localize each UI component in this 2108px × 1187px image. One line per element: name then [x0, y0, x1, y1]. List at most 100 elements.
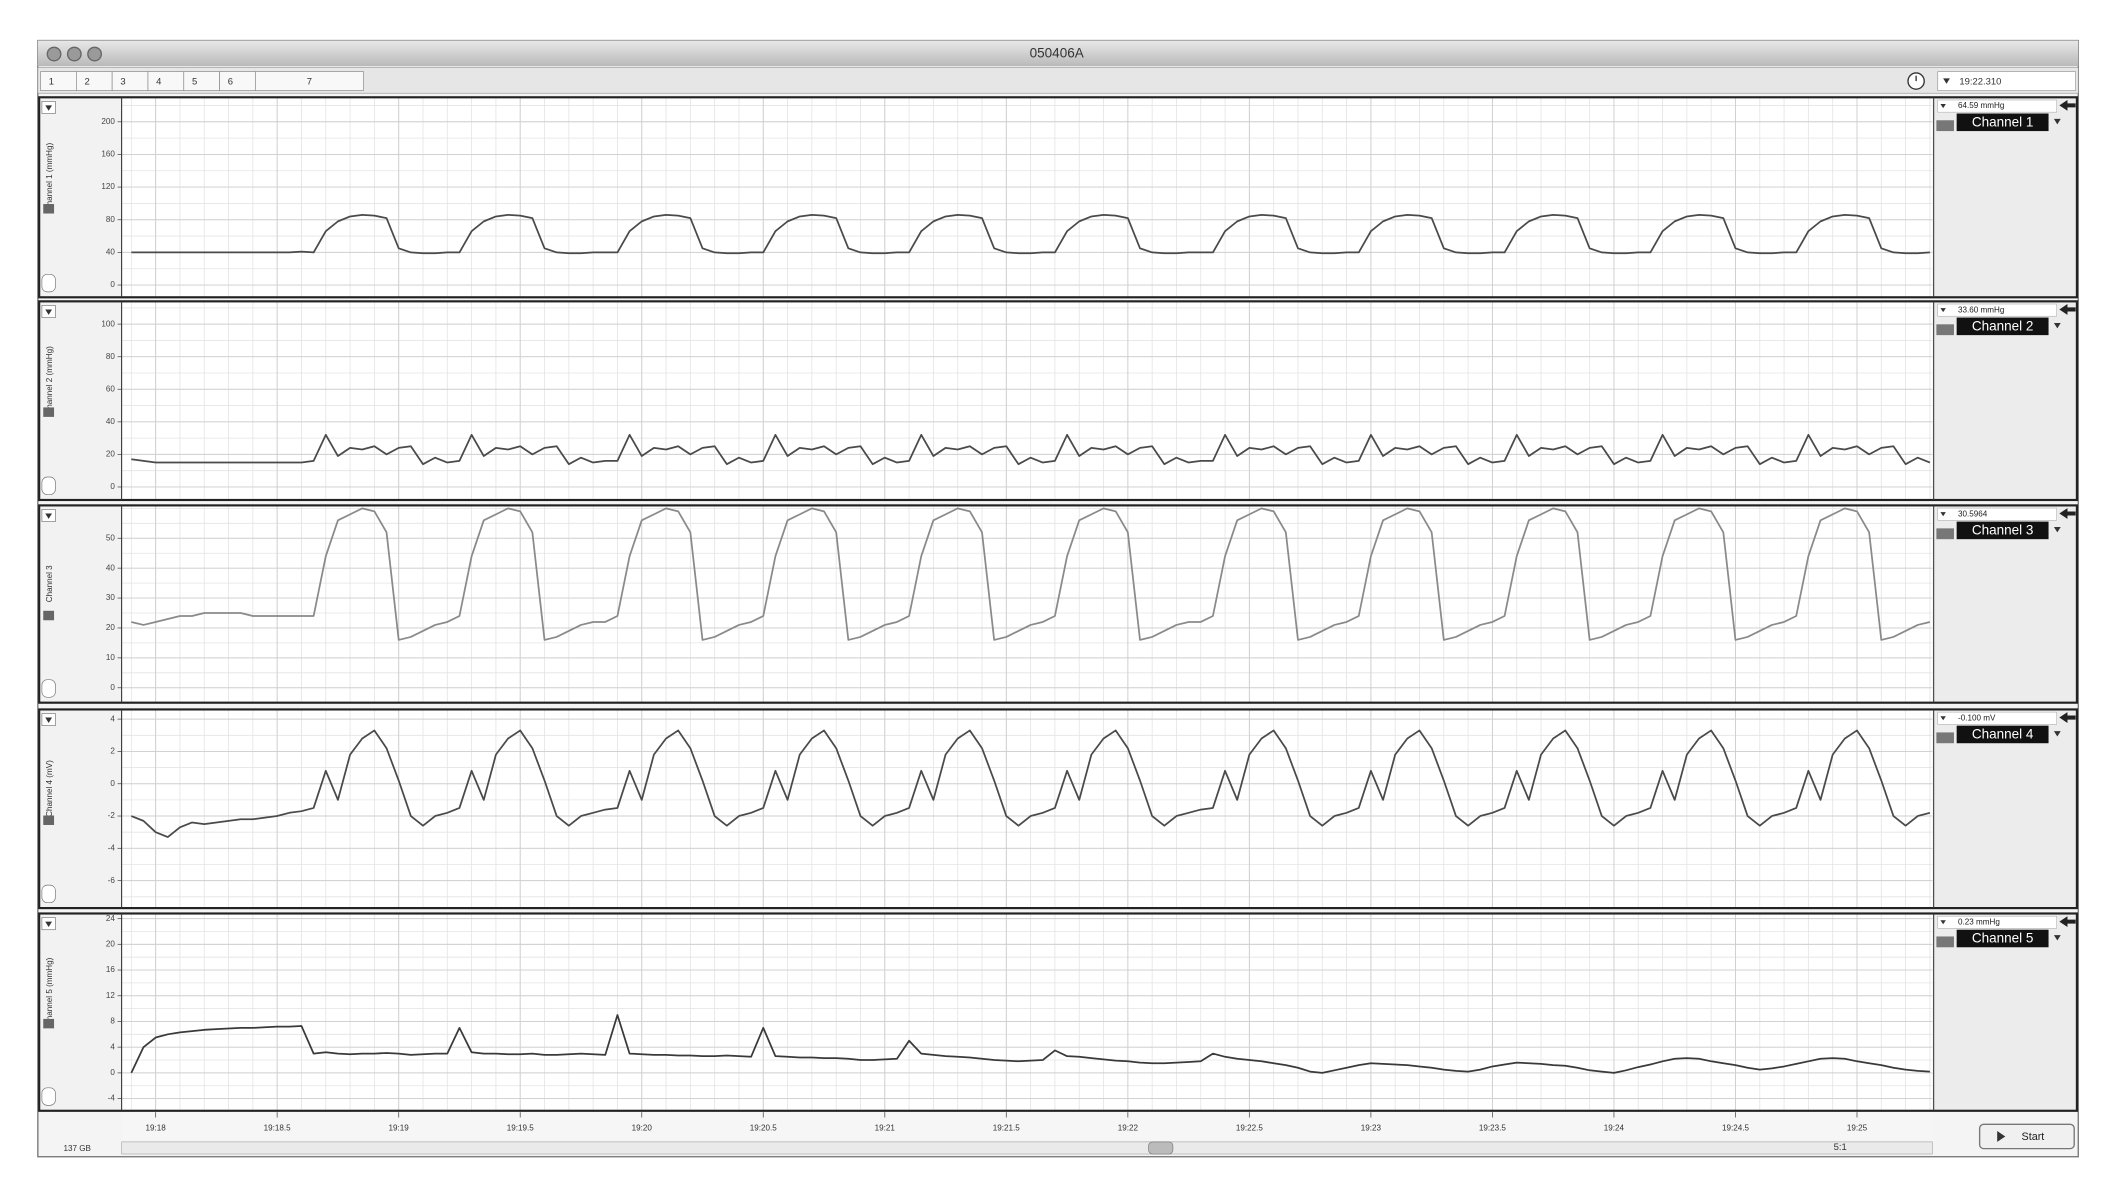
- channel-title[interactable]: Channel 5: [1972, 931, 2034, 946]
- channel-title[interactable]: Channel 4: [1972, 727, 2034, 742]
- channel-color-bar: [1936, 732, 1954, 744]
- y-tick-label: 200: [101, 117, 115, 126]
- plot-area: [121, 97, 1933, 298]
- trace: [131, 507, 1931, 641]
- y-tick-label: 50: [106, 533, 116, 542]
- tab[interactable]: [40, 71, 77, 91]
- tab-label[interactable]: 6: [228, 76, 233, 87]
- channel-title-bg[interactable]: [1956, 725, 2049, 744]
- channel-title-bg[interactable]: [1956, 113, 2049, 132]
- channel-menu-arrow[interactable]: [2053, 527, 2061, 533]
- tab[interactable]: [183, 71, 220, 91]
- x-tick-label: 19:20.5: [750, 1123, 778, 1132]
- readout-box: [1937, 711, 2057, 725]
- y-tick-label: -4: [108, 843, 116, 852]
- tab-label[interactable]: 2: [85, 76, 90, 87]
- readout-value: 33.60 mmHg: [1958, 305, 2004, 314]
- toolbar: [37, 67, 2079, 94]
- start-label[interactable]: Start: [2022, 1131, 2045, 1143]
- tab-label[interactable]: 7: [307, 76, 312, 87]
- scroll-thumb[interactable]: [1148, 1141, 1174, 1155]
- readout-arrow[interactable]: [1940, 308, 1946, 313]
- channel-title[interactable]: Channel 3: [1972, 523, 2034, 538]
- readout-arrow[interactable]: [1940, 716, 1946, 721]
- start-icon: [1997, 1131, 2006, 1142]
- tab[interactable]: [147, 71, 185, 91]
- cursor-time: 19:22.310: [1959, 76, 2001, 87]
- channel-title[interactable]: Channel 1: [1972, 115, 2034, 130]
- channel-title[interactable]: Channel 2: [1972, 319, 2034, 334]
- tab[interactable]: [76, 71, 113, 91]
- scale-stepper[interactable]: [41, 273, 56, 293]
- channel-color-bar: [1936, 324, 1954, 336]
- start-button[interactable]: [1978, 1123, 2075, 1150]
- readout-box: [1937, 915, 2057, 929]
- scrollbar[interactable]: [121, 1141, 1933, 1155]
- tab-label[interactable]: 1: [49, 76, 54, 87]
- x-tick-label: 19:23.5: [1479, 1123, 1507, 1132]
- channel-title-bg[interactable]: [1956, 521, 2049, 540]
- readout-arrow[interactable]: [1940, 512, 1946, 517]
- scale-menu-arrow: [45, 513, 53, 519]
- tab-label[interactable]: 3: [120, 76, 125, 87]
- x-tick-label: 19:23: [1361, 1123, 1382, 1132]
- tab[interactable]: [255, 71, 364, 91]
- scale-stepper[interactable]: [41, 884, 56, 904]
- channel-menu-arrow[interactable]: [2053, 322, 2061, 329]
- plot-area: [121, 709, 1933, 909]
- tab[interactable]: [219, 71, 256, 91]
- scale-menu-arrow: [45, 921, 53, 928]
- channel-title-bg[interactable]: [1956, 317, 2049, 336]
- scale-stepper[interactable]: [41, 679, 56, 698]
- time-box: [1937, 71, 2076, 91]
- y-tick-label: 40: [106, 248, 116, 257]
- x-tick-label: 19:18: [146, 1123, 167, 1132]
- y-tick-label: -6: [108, 876, 116, 885]
- scroll-arrow-icon[interactable]: [2059, 712, 2076, 723]
- scroll-arrow-icon[interactable]: [2059, 99, 2076, 111]
- zoom-button[interactable]: [87, 46, 103, 62]
- tab[interactable]: [111, 71, 149, 91]
- y-tick-label: 160: [101, 150, 115, 159]
- readout-box: [1937, 99, 2057, 113]
- channel-menu-arrow[interactable]: [2053, 118, 2061, 125]
- channel-menu-arrow[interactable]: [2053, 935, 2061, 941]
- x-tick-label: 19:25: [1847, 1123, 1868, 1132]
- minimize-button[interactable]: [66, 46, 82, 62]
- x-tick-label: 19:22: [1118, 1123, 1139, 1132]
- y-tick-label: 40: [106, 563, 116, 572]
- readout-value: 0.23 mmHg: [1958, 917, 2000, 926]
- channel-menu-arrow[interactable]: [2053, 731, 2061, 737]
- y-tick-label: 4: [110, 714, 115, 723]
- x-tick-label: 19:24.5: [1722, 1123, 1750, 1132]
- readout-arrow[interactable]: [1940, 104, 1946, 109]
- plot-area: [121, 913, 1933, 1111]
- scale-stepper[interactable]: [41, 1087, 56, 1106]
- y-tick-label: 0: [110, 779, 115, 788]
- scroll-arrow-icon[interactable]: [2059, 508, 2076, 519]
- plot-area: [121, 301, 1933, 500]
- trace: [130, 1014, 1930, 1074]
- panel-border: [38, 912, 2079, 1112]
- time-axis: 19:18 19:18.5 19:19 19:19.5 19:20 19:20.5 19:2…: [121, 1112, 1933, 1141]
- scale-stepper[interactable]: [41, 476, 56, 495]
- close-button[interactable]: [46, 46, 62, 62]
- zoom-ratio: 5:1: [1834, 1142, 1847, 1153]
- y-tick-label: 2: [110, 747, 115, 756]
- y-tick-label: -2: [108, 811, 116, 820]
- y-tick-label: 10: [106, 653, 116, 662]
- y-axis-label: Channel 5 (mmHg): [45, 957, 54, 1026]
- time-menu-arrow[interactable]: [1943, 78, 1950, 84]
- x-tick-label: 19:20: [632, 1123, 653, 1132]
- x-tick-label: 19:22.5: [1236, 1123, 1264, 1132]
- panel-border: [38, 96, 2079, 299]
- left-gutter: [39, 505, 122, 703]
- panel-border: [38, 504, 2079, 704]
- tab-label[interactable]: 5: [192, 76, 197, 87]
- scroll-arrow-icon[interactable]: [2059, 916, 2076, 928]
- channel-title-bg[interactable]: [1956, 929, 2049, 948]
- tab-label[interactable]: 4: [156, 76, 161, 87]
- left-gutter: [39, 301, 122, 500]
- readout-arrow[interactable]: [1940, 920, 1946, 925]
